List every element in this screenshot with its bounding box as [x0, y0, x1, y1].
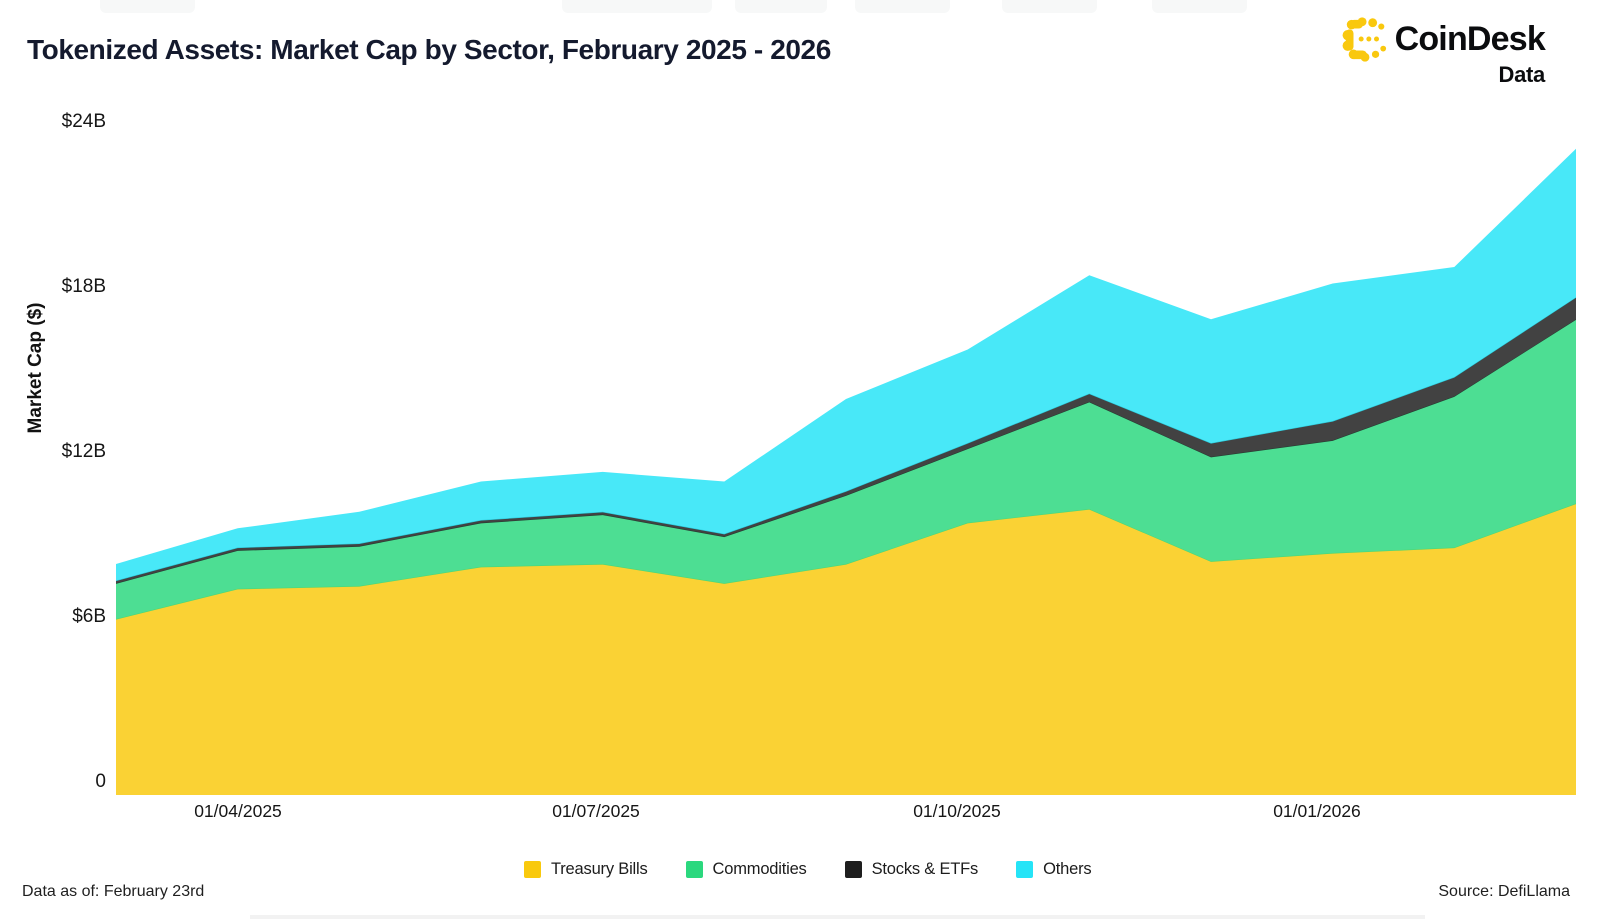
area-treasury-bills: [116, 503, 1576, 795]
coindesk-dots-logo-icon: [1342, 16, 1388, 62]
y-axis-title: Market Cap ($): [25, 302, 46, 434]
x-tick-label: 01/07/2025: [552, 801, 640, 821]
y-tick-label: $12B: [61, 441, 106, 462]
source-note: Source: DefiLlama: [1438, 883, 1570, 900]
legend-item-stocks-etfs: Stocks & ETFs: [844, 860, 979, 879]
legend-item-commodities: Commodities: [685, 860, 807, 879]
legend-label: Treasury Bills: [551, 860, 648, 878]
bottom-edge-shadow: [250, 915, 1425, 919]
legend-swatch-icon: [1016, 861, 1034, 878]
legend-item-others: Others: [1016, 860, 1092, 879]
legend-swatch-icon: [844, 861, 862, 878]
y-tick-label: $18B: [61, 276, 106, 297]
y-tick-label: $6B: [72, 606, 106, 627]
legend-item-treasury-bills: Treasury Bills: [524, 860, 648, 879]
y-tick-label: 0: [95, 771, 106, 792]
legend-swatch-icon: [685, 861, 703, 878]
area-others: [116, 148, 1576, 582]
x-tick-label: 01/04/2025: [194, 801, 282, 821]
chart-legend: Treasury Bills Commodities Stocks & ETFs Ot…: [524, 860, 1092, 879]
page-title: Tokenized Assets: Market Cap by Sector, …: [27, 34, 831, 65]
legend-label: Others: [1043, 860, 1092, 878]
coindesk-brand: CoinDesk Data: [1342, 16, 1546, 87]
area-stocks-etfs: [116, 297, 1576, 584]
brand-sub: Data: [1498, 62, 1546, 87]
y-tick-label: $24B: [61, 111, 106, 132]
data-as-of-note: Data as of: February 23rd: [22, 883, 205, 900]
brand-name: CoinDesk: [1394, 20, 1546, 58]
legend-label: Commodities: [712, 860, 807, 878]
area-commodities: [116, 319, 1576, 620]
x-tick-label: 01/01/2026: [1273, 801, 1361, 821]
legend-swatch-icon: [524, 861, 541, 878]
legend-label: Stocks & ETFs: [871, 860, 979, 878]
x-tick-label: 01/10/2025: [913, 801, 1001, 821]
